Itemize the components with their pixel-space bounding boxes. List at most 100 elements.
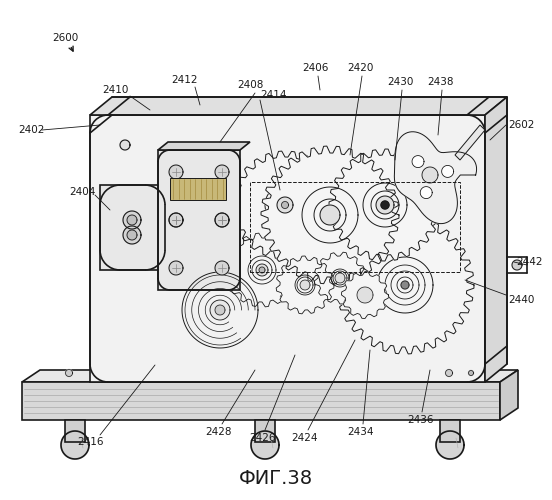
Polygon shape bbox=[127, 230, 137, 240]
Polygon shape bbox=[100, 185, 165, 270]
Polygon shape bbox=[445, 370, 453, 376]
Polygon shape bbox=[420, 186, 432, 198]
Polygon shape bbox=[391, 271, 419, 299]
Polygon shape bbox=[90, 97, 507, 115]
Text: 2406: 2406 bbox=[302, 63, 328, 73]
Polygon shape bbox=[359, 289, 371, 301]
Bar bbox=[250, 182, 460, 272]
Polygon shape bbox=[337, 276, 342, 280]
Polygon shape bbox=[127, 215, 137, 225]
Polygon shape bbox=[215, 213, 229, 227]
Polygon shape bbox=[329, 149, 441, 261]
Text: 2420: 2420 bbox=[347, 63, 373, 73]
Polygon shape bbox=[302, 187, 358, 243]
Polygon shape bbox=[336, 216, 474, 354]
Polygon shape bbox=[169, 165, 183, 179]
Polygon shape bbox=[442, 166, 454, 177]
Polygon shape bbox=[248, 256, 276, 284]
Polygon shape bbox=[256, 264, 268, 276]
Text: 2416: 2416 bbox=[77, 437, 103, 447]
Polygon shape bbox=[158, 142, 250, 150]
Polygon shape bbox=[335, 273, 345, 283]
Polygon shape bbox=[394, 132, 476, 224]
Text: 2402: 2402 bbox=[18, 125, 44, 135]
Polygon shape bbox=[500, 370, 518, 420]
Polygon shape bbox=[385, 265, 425, 305]
Polygon shape bbox=[123, 226, 141, 244]
Polygon shape bbox=[300, 280, 310, 290]
Polygon shape bbox=[412, 156, 424, 168]
Polygon shape bbox=[259, 268, 264, 272]
Polygon shape bbox=[255, 420, 275, 442]
Polygon shape bbox=[381, 201, 389, 209]
Polygon shape bbox=[314, 199, 346, 231]
Polygon shape bbox=[65, 420, 85, 442]
Polygon shape bbox=[402, 282, 407, 288]
Text: 2424: 2424 bbox=[292, 433, 319, 443]
Polygon shape bbox=[170, 178, 226, 200]
Polygon shape bbox=[261, 146, 399, 284]
Polygon shape bbox=[376, 196, 394, 214]
Polygon shape bbox=[22, 382, 500, 420]
Polygon shape bbox=[436, 431, 464, 459]
Text: 2426: 2426 bbox=[249, 433, 275, 443]
Polygon shape bbox=[342, 272, 389, 318]
Polygon shape bbox=[61, 431, 89, 459]
Text: 2600: 2600 bbox=[52, 33, 78, 43]
Polygon shape bbox=[401, 281, 409, 289]
Polygon shape bbox=[225, 233, 299, 307]
Text: 2430: 2430 bbox=[387, 77, 413, 87]
Polygon shape bbox=[295, 275, 315, 295]
Text: 2408: 2408 bbox=[237, 80, 263, 90]
Polygon shape bbox=[210, 300, 230, 320]
Text: 2412: 2412 bbox=[172, 75, 198, 85]
Polygon shape bbox=[276, 256, 334, 314]
Polygon shape bbox=[455, 125, 485, 160]
Polygon shape bbox=[363, 292, 368, 298]
Text: 2438: 2438 bbox=[427, 77, 453, 87]
Polygon shape bbox=[272, 192, 298, 218]
Polygon shape bbox=[120, 140, 130, 150]
Polygon shape bbox=[169, 213, 183, 227]
Polygon shape bbox=[320, 205, 340, 225]
Text: 2436: 2436 bbox=[407, 415, 433, 425]
Polygon shape bbox=[314, 252, 366, 304]
Polygon shape bbox=[371, 191, 399, 219]
Polygon shape bbox=[302, 282, 307, 288]
Text: 2440: 2440 bbox=[508, 295, 534, 305]
Text: 2428: 2428 bbox=[205, 427, 231, 437]
Polygon shape bbox=[422, 167, 438, 183]
Polygon shape bbox=[265, 185, 305, 225]
Polygon shape bbox=[327, 212, 332, 218]
Polygon shape bbox=[397, 277, 413, 293]
Polygon shape bbox=[297, 277, 313, 293]
Polygon shape bbox=[440, 420, 460, 442]
Text: 2442: 2442 bbox=[516, 257, 543, 267]
Text: 2602: 2602 bbox=[508, 120, 534, 130]
Text: 2404: 2404 bbox=[69, 187, 95, 197]
Polygon shape bbox=[215, 305, 225, 315]
Polygon shape bbox=[333, 271, 347, 285]
Polygon shape bbox=[215, 261, 229, 275]
Polygon shape bbox=[252, 260, 272, 280]
Polygon shape bbox=[363, 183, 407, 227]
Text: ФИГ.38: ФИГ.38 bbox=[239, 468, 313, 487]
Polygon shape bbox=[66, 370, 72, 376]
Text: 2434: 2434 bbox=[347, 427, 373, 437]
Polygon shape bbox=[123, 211, 141, 229]
Polygon shape bbox=[251, 431, 279, 459]
Polygon shape bbox=[158, 150, 240, 290]
Polygon shape bbox=[277, 197, 293, 213]
Polygon shape bbox=[469, 370, 474, 376]
Text: 2410: 2410 bbox=[102, 85, 128, 95]
Text: 2414: 2414 bbox=[260, 90, 286, 100]
Polygon shape bbox=[283, 202, 288, 207]
Polygon shape bbox=[169, 261, 183, 275]
Polygon shape bbox=[331, 269, 349, 287]
Polygon shape bbox=[215, 165, 229, 179]
Polygon shape bbox=[357, 287, 373, 303]
Polygon shape bbox=[377, 257, 433, 313]
Polygon shape bbox=[22, 370, 518, 382]
Polygon shape bbox=[169, 213, 183, 227]
Polygon shape bbox=[389, 269, 421, 301]
